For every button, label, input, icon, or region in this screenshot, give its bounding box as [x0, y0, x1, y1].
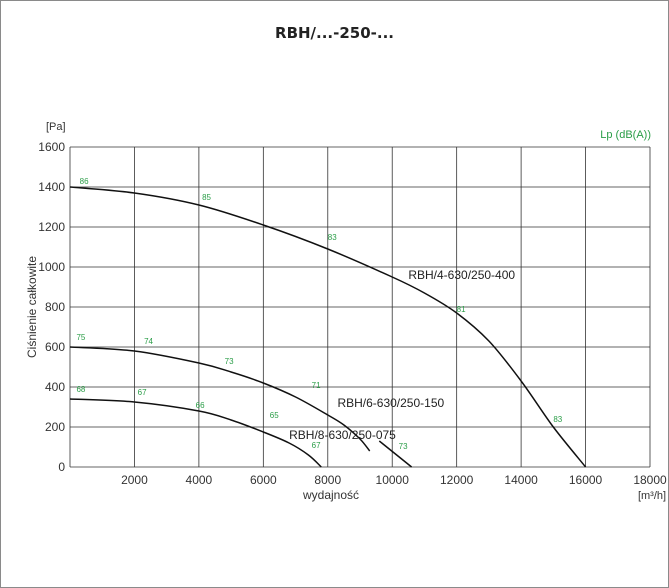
x-tick-label: 2000	[121, 473, 148, 487]
y-tick-label: 200	[45, 420, 65, 434]
x-tick-label: 12000	[440, 473, 474, 487]
noise-level-label: 71	[312, 381, 321, 390]
noise-level-label: 74	[144, 337, 153, 346]
y-tick-label: 0	[58, 460, 65, 474]
y-tick-label: 400	[45, 380, 65, 394]
noise-level-label: 83	[328, 233, 337, 242]
curve-name-label: RBH/6-630/250-150	[337, 396, 444, 410]
y-tick-label: 1400	[38, 180, 65, 194]
y-unit-label: [Pa]	[46, 121, 66, 133]
x-tick-label: 18000	[633, 473, 667, 487]
y-axis-label: Ciśnienie całkowite	[25, 256, 39, 358]
noise-level-label: 73	[399, 442, 408, 451]
noise-level-label: 75	[76, 333, 85, 342]
x-tick-label: 4000	[186, 473, 213, 487]
chart-grid	[70, 147, 650, 467]
y-tick-label: 1000	[38, 260, 65, 274]
noise-level-label: 65	[270, 411, 279, 420]
noise-level-label: 85	[202, 193, 211, 202]
noise-level-label: 83	[553, 415, 562, 424]
noise-axis-label: Lp (dB(A))	[600, 129, 651, 141]
x-tick-label: 10000	[376, 473, 410, 487]
noise-level-label: 67	[138, 388, 147, 397]
y-tick-label: 600	[45, 340, 65, 354]
noise-level-label: 66	[196, 401, 205, 410]
x-axis-label: wydajność	[302, 488, 359, 502]
x-tick-label: 16000	[569, 473, 603, 487]
x-tick-label: 14000	[504, 473, 538, 487]
x-tick-label: 6000	[250, 473, 277, 487]
noise-level-label: 86	[80, 177, 89, 186]
x-unit-label: [m³/h]	[638, 490, 666, 502]
y-tick-label: 800	[45, 300, 65, 314]
x-tick-label: 8000	[314, 473, 341, 487]
noise-level-label: 81	[457, 305, 466, 314]
noise-level-label: 73	[225, 357, 234, 366]
curve-name-label: RBH/4-630/250-400	[408, 268, 515, 282]
y-tick-label: 1600	[38, 140, 65, 154]
curve-labels: RBH/4-630/250-400 RBH/6-630/250-150 RBH/8-…	[289, 268, 515, 442]
noise-level-label: 67	[312, 441, 321, 450]
noise-level-label: 68	[76, 385, 85, 394]
y-tick-label: 1200	[38, 220, 65, 234]
curve-name-label: RBH/8-630/250-075	[289, 428, 396, 442]
